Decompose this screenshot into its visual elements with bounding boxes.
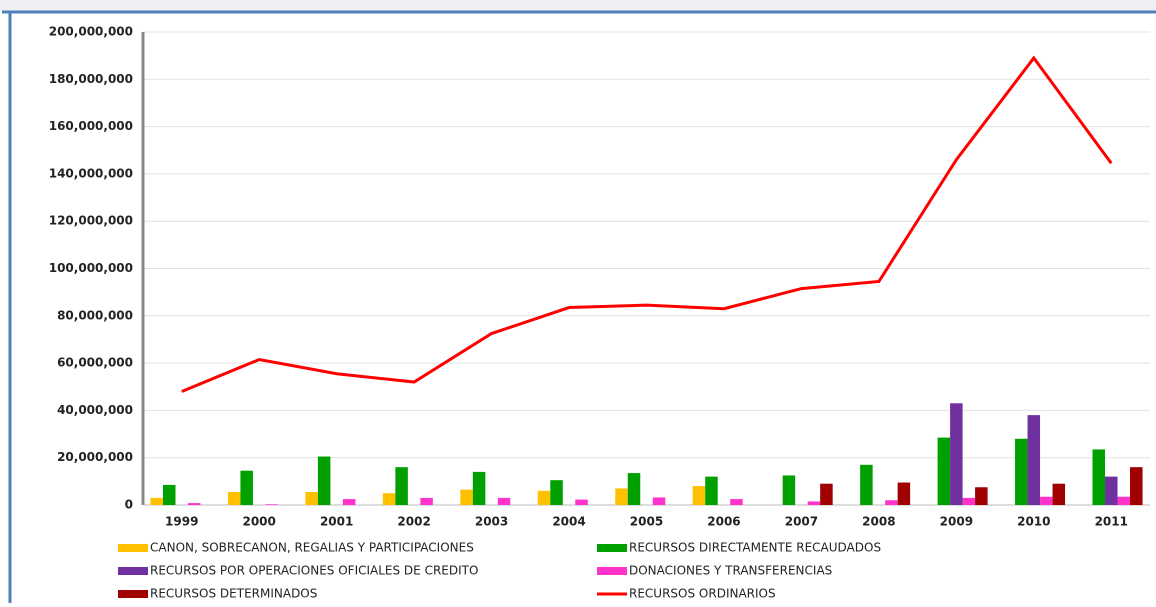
x-tick-label: 2008 (862, 515, 895, 529)
bar (897, 482, 911, 505)
legend-label: RECURSOS DIRECTAMENTE RECAUDADOS (629, 541, 881, 555)
x-tick-label: 2005 (630, 515, 663, 529)
bar (860, 464, 873, 505)
bar (950, 403, 963, 505)
x-tick-label: 2007 (785, 515, 818, 529)
y-tick-label: 0 (125, 498, 133, 512)
bar (395, 467, 408, 505)
y-tick-label: 140,000,000 (49, 166, 133, 180)
bar (820, 483, 833, 505)
bar (382, 493, 396, 505)
bar (1092, 449, 1106, 505)
y-tick-label: 100,000,000 (49, 261, 133, 275)
bar (265, 504, 278, 505)
legend-swatch (597, 544, 627, 552)
legend-swatch (118, 567, 148, 575)
y-tick-label: 60,000,000 (57, 356, 133, 370)
x-tick-label: 2009 (940, 515, 973, 529)
legend-swatch (118, 544, 148, 552)
y-tick-label: 180,000,000 (49, 72, 133, 86)
bar (807, 501, 821, 505)
bar (550, 480, 563, 505)
bar (1130, 467, 1143, 505)
bar (420, 497, 433, 505)
bar (692, 486, 706, 505)
bar (730, 499, 743, 505)
line (181, 55, 1113, 393)
bar (497, 497, 511, 505)
x-tick-label: 2000 (242, 515, 275, 529)
bar (975, 487, 988, 505)
y-tick-label: 20,000,000 (57, 450, 133, 464)
bar (705, 476, 718, 505)
bar (342, 499, 356, 505)
y-tick-label: 40,000,000 (57, 403, 133, 417)
bar (187, 503, 201, 505)
bar (1015, 438, 1028, 505)
bar (1052, 483, 1066, 505)
bar (162, 484, 176, 505)
legend-label: RECURSOS ORDINARIOS (629, 587, 776, 601)
bar (227, 491, 241, 505)
bar (962, 497, 976, 505)
x-tick-label: 2003 (475, 515, 508, 529)
bar (150, 497, 163, 505)
bar (652, 497, 666, 505)
bar (1040, 496, 1053, 505)
bar (1027, 415, 1041, 505)
y-tick-label: 160,000,000 (49, 119, 133, 133)
bar (937, 437, 951, 505)
bar (615, 488, 628, 505)
bar (537, 490, 551, 505)
bar (575, 499, 588, 505)
x-tick-label: 2001 (320, 515, 353, 529)
legend-label: CANON, SOBRECANON, REGALIAS Y PARTICIPAC… (150, 541, 474, 555)
legend-label: DONACIONES Y TRANSFERENCIAS (629, 564, 832, 578)
bar (305, 491, 318, 505)
x-tick-label: 2004 (552, 515, 585, 529)
legend-swatch (118, 590, 148, 598)
y-tick-label: 200,000,000 (49, 25, 133, 39)
bar (885, 500, 898, 505)
legend-label: RECURSOS DETERMINADOS (150, 587, 317, 601)
y-tick-label: 120,000,000 (49, 214, 133, 228)
y-tick-label: 80,000,000 (57, 308, 133, 322)
legend-label: RECURSOS POR OPERACIONES OFICIALES DE CR… (150, 564, 478, 578)
x-tick-label: 1999 (165, 515, 198, 529)
bar (627, 473, 641, 505)
x-tick-label: 2006 (707, 515, 740, 529)
bar (1105, 476, 1118, 505)
x-tick-label: 2011 (1095, 515, 1128, 529)
bar (317, 456, 331, 505)
legend-swatch (597, 567, 627, 575)
bar (782, 475, 796, 505)
bar (460, 489, 473, 505)
top-strip (0, 0, 1156, 12)
x-tick-label: 2002 (397, 515, 430, 529)
x-tick-label: 2010 (1017, 515, 1050, 529)
bar (1117, 496, 1131, 505)
bar (472, 471, 486, 505)
bar (240, 470, 253, 505)
